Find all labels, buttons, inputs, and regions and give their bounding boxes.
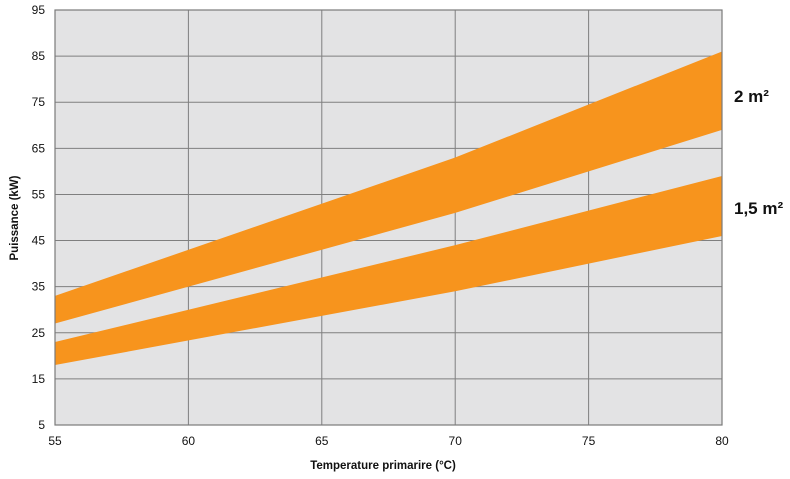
- y-tick-label: 55: [32, 187, 46, 201]
- x-tick-label: 55: [48, 434, 62, 448]
- series-label-1: 2 m²: [734, 87, 769, 106]
- y-axis-title: Puissance (kW): [9, 175, 21, 260]
- series-bands: [55, 51, 722, 366]
- x-tick-label: 65: [315, 434, 329, 448]
- x-tick-label: 75: [582, 434, 596, 448]
- y-tick-label: 65: [32, 141, 46, 155]
- plot-frame: [54, 9, 723, 426]
- x-tick-labels: 55 60 65 70 75 80: [48, 434, 729, 448]
- y-tick-label: 15: [32, 372, 46, 386]
- y-tick-label: 5: [38, 418, 45, 432]
- x-tick-label: 60: [182, 434, 196, 448]
- x-tick-label: 70: [449, 434, 463, 448]
- series-labels: 2 m² 1,5 m²: [734, 87, 783, 218]
- y-tick-label: 95: [32, 3, 46, 17]
- y-tick-label: 35: [32, 280, 46, 294]
- series-band-2: [55, 176, 722, 366]
- series-label-2: 1,5 m²: [734, 199, 783, 218]
- y-tick-labels: 5 15 25 35 45 55 65 75 85 95: [32, 3, 46, 432]
- x-axis-title: Temperature primarire (°C): [310, 460, 456, 472]
- y-tick-label: 75: [32, 95, 46, 109]
- y-tick-label: 85: [32, 49, 46, 63]
- y-tick-label: 25: [32, 326, 46, 340]
- series-band-1: [55, 51, 722, 324]
- x-tick-label: 80: [715, 434, 729, 448]
- y-tick-label: 45: [32, 234, 46, 248]
